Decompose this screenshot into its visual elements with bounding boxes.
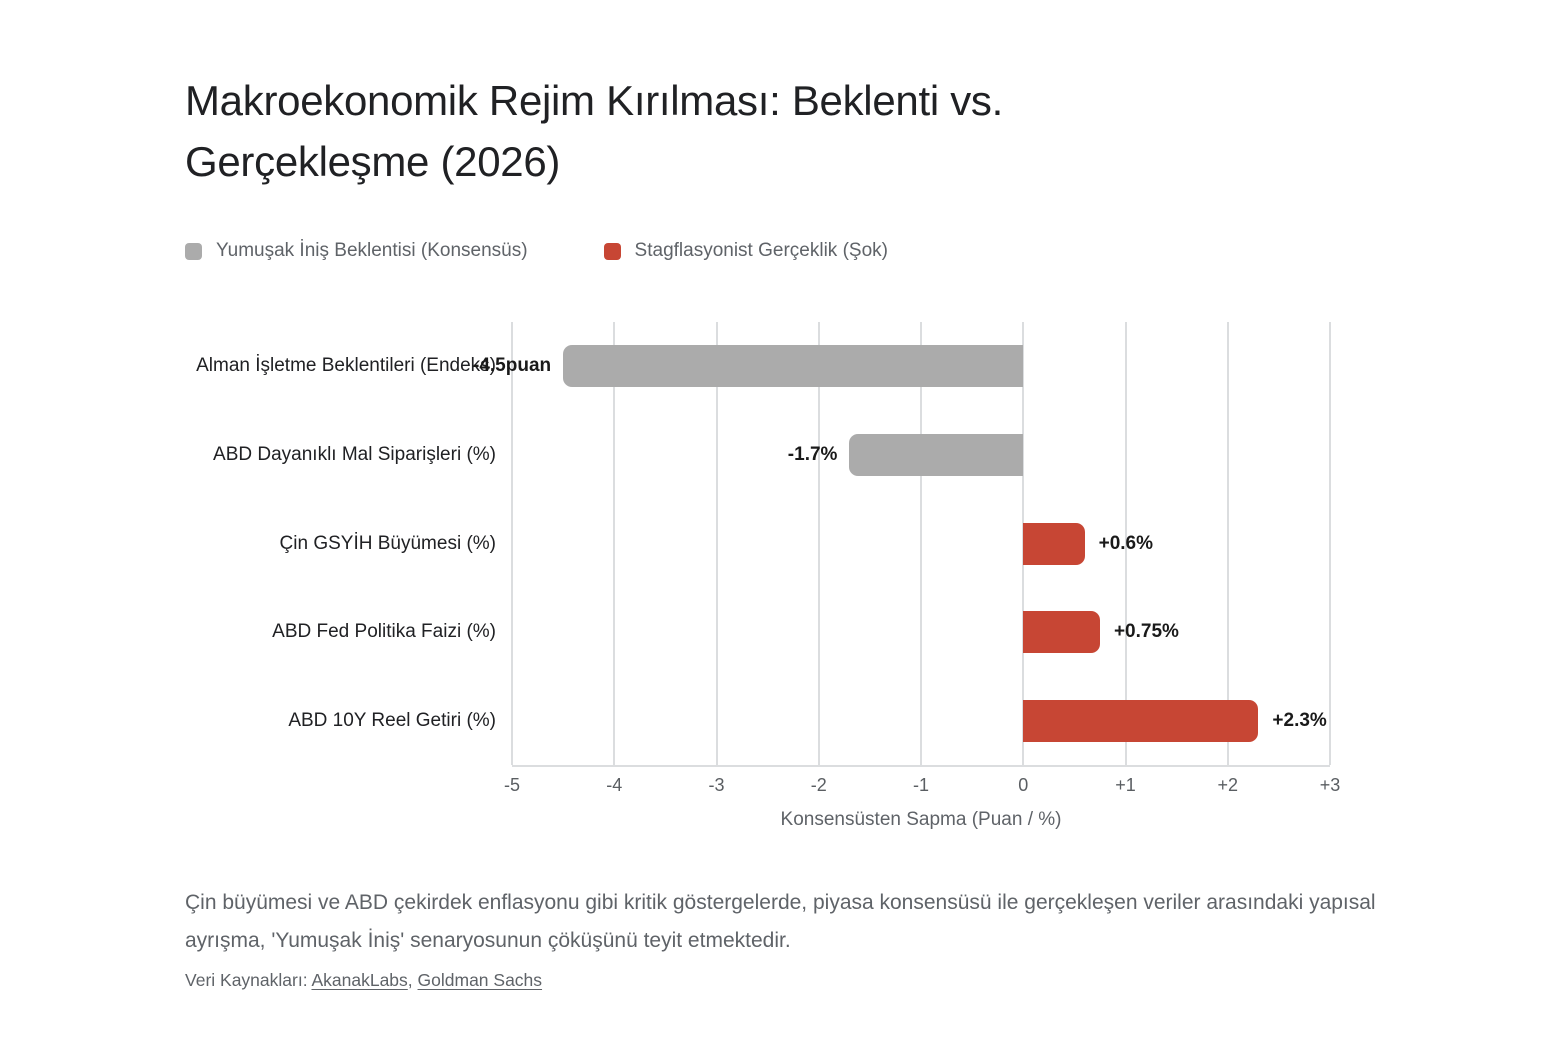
gridline <box>1124 322 1127 765</box>
bar <box>1023 522 1085 565</box>
bar-value-label: -1.7% <box>787 443 838 465</box>
legend-swatch <box>185 242 202 260</box>
x-tick-label: -2 <box>810 775 827 795</box>
bar <box>563 345 1024 388</box>
x-tick-label: 0 <box>1018 775 1029 795</box>
gridline <box>511 322 513 765</box>
legend-swatch <box>603 242 621 260</box>
gridline <box>715 322 718 765</box>
bar-chart: -5 -4 -3 -2 -1 0 +1 +2 +3 Alman İşletme Beklentil… <box>196 322 1340 830</box>
category-label: Alman İşletme Beklentileri (Endeks) <box>196 355 496 377</box>
sources-separator: , <box>407 970 418 990</box>
category-label: ABD Fed Politika Faizi (%) <box>272 621 496 643</box>
bar-value-label: +2.3% <box>1272 709 1327 731</box>
source-link-goldman-sachs[interactable]: Goldman Sachs <box>417 970 543 990</box>
bar-value-label: -4.5puan <box>473 355 552 377</box>
category-label: ABD 10Y Reel Getiri (%) <box>288 709 496 731</box>
x-tick-label: -4 <box>606 775 623 795</box>
data-sources: Veri Kaynakları: AkanakLabs, Goldman Sac… <box>185 970 542 991</box>
gridline <box>920 322 922 765</box>
legend-item: Stagflasyonist Gerçeklik (Şok) <box>603 240 888 262</box>
legend-item-label: Stagflasyonist Gerçeklik (Şok) <box>634 240 888 261</box>
chart-title: Makroekonomik Rejim Kırılması: Beklenti … <box>185 77 1003 185</box>
gridline <box>817 322 820 765</box>
source-link-akanaklabs[interactable]: AkanakLabs <box>311 970 408 990</box>
legend-item: Yumuşak İniş Beklentisi (Konsensüs) <box>185 240 528 262</box>
gridline <box>1329 322 1331 765</box>
x-tick-label: -3 <box>708 775 725 795</box>
x-tick-label: +1 <box>1115 775 1136 795</box>
sources-label: Veri Kaynakları: <box>185 970 308 990</box>
legend-item-label: Yumuşak İniş Beklentisi (Konsensüs) <box>216 240 528 261</box>
x-tick-label: +3 <box>1319 775 1341 795</box>
category-label: Çin GSYİH Büyümesi (%) <box>279 532 496 554</box>
legend: Yumuşak İniş Beklentisi (Konsensüs) Stagf… <box>185 240 888 262</box>
bar <box>1023 699 1259 742</box>
category-label: ABD Dayanıklı Mal Siparişleri (%) <box>213 443 496 465</box>
x-tick-label: -5 <box>503 775 521 795</box>
gridline <box>613 322 616 765</box>
bar <box>1023 611 1100 654</box>
x-axis-title: Konsensüsten Sapma (Puan / %) <box>780 809 1062 830</box>
gridline <box>1226 322 1229 765</box>
x-tick-label: -1 <box>912 775 930 795</box>
bar <box>849 433 1024 476</box>
x-axis-line <box>512 765 1330 767</box>
bar-value-label: +0.6% <box>1098 532 1153 554</box>
bar-value-label: +0.75% <box>1113 621 1179 643</box>
chart-caption: Çin büyümesi ve ABD çekirdek enflasyonu … <box>185 891 1376 952</box>
x-tick-label: +2 <box>1217 775 1239 795</box>
